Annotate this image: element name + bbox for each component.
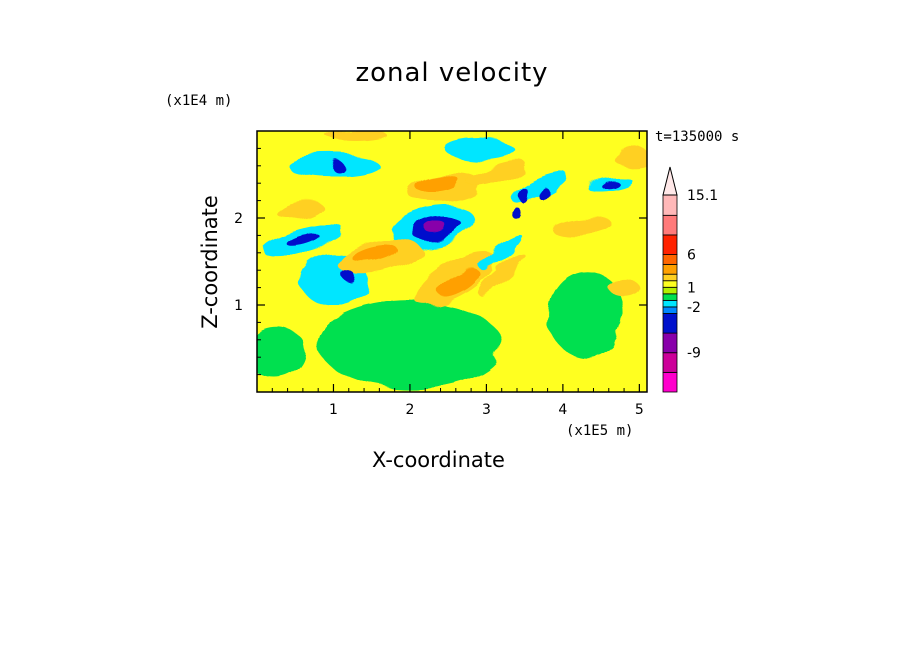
x-tick-label: 2 xyxy=(405,402,414,418)
contour-region xyxy=(512,207,522,220)
x-tick-label: 1 xyxy=(329,402,338,418)
contour-region xyxy=(612,148,647,166)
colorbar-swatch xyxy=(662,214,678,236)
colorbar-label: -9 xyxy=(687,346,701,362)
x-tick-label: 3 xyxy=(482,402,491,418)
contour-region xyxy=(342,271,355,282)
contour-region xyxy=(426,222,448,234)
colorbar-swatch xyxy=(662,273,678,282)
colorbar-swatch xyxy=(662,293,678,301)
time-label: t=135000 s xyxy=(655,129,740,145)
contour-region xyxy=(547,270,625,358)
contour-region xyxy=(539,185,549,202)
chart-title: zonal velocity xyxy=(355,58,549,88)
contour-region xyxy=(318,300,502,388)
x-axis-label: X-coordinate xyxy=(372,448,505,472)
contour-region xyxy=(551,217,613,236)
colorbar-label: -2 xyxy=(687,300,701,316)
contour-region xyxy=(257,326,307,379)
colorbar: 15.1 6 1 -2 -9 xyxy=(662,166,718,393)
contour-region xyxy=(477,254,526,295)
colorbar-swatch xyxy=(662,286,678,295)
contour-region xyxy=(286,233,320,246)
contour-regions xyxy=(257,131,647,388)
contour-region xyxy=(599,179,618,187)
contour-region xyxy=(331,160,344,172)
contour-region xyxy=(468,161,527,188)
y-tick-label: 2 xyxy=(234,211,243,227)
contour-region xyxy=(608,278,640,297)
contour-region xyxy=(520,188,530,205)
colorbar-swatch xyxy=(662,306,678,314)
contour-region xyxy=(353,245,399,264)
x-axis-unit: (x1E5 m) xyxy=(566,423,634,439)
colorbar-swatch xyxy=(662,299,678,308)
colorbar-extend-arrow xyxy=(662,166,678,196)
contour-region xyxy=(480,235,524,271)
colorbar-label: 1 xyxy=(687,280,696,296)
colorbar-swatch xyxy=(662,234,678,255)
y-axis-unit: (x1E4 m) xyxy=(165,93,233,109)
colorbar-swatch xyxy=(662,263,678,275)
colorbar-swatch xyxy=(662,371,678,393)
colorbar-swatch xyxy=(662,332,678,354)
axis-ticks: 1 2 3 4 5 1 2 xyxy=(234,131,647,418)
contour-region xyxy=(413,174,460,193)
x-tick-label: 5 xyxy=(635,402,644,418)
colorbar-label: 15.1 xyxy=(687,188,718,204)
colorbar-label: 6 xyxy=(687,248,696,264)
colorbar-swatch xyxy=(662,194,678,216)
contour-region xyxy=(444,137,514,159)
plot-frame xyxy=(256,130,648,393)
x-tick-label: 4 xyxy=(558,402,567,418)
contour-region xyxy=(276,199,322,219)
y-tick-label: 1 xyxy=(234,298,243,314)
contour-region xyxy=(325,131,387,142)
colorbar-swatch xyxy=(662,254,678,265)
contour-region xyxy=(439,269,480,297)
colorbar-swatch xyxy=(662,280,678,288)
colorbar-swatch xyxy=(662,313,678,334)
colorbar-swatch xyxy=(662,352,678,373)
